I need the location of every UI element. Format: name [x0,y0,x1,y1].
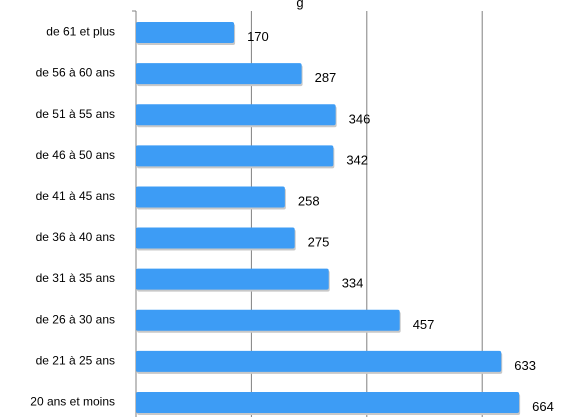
bar [136,186,285,208]
data-label: 342 [346,152,368,167]
data-label: 346 [349,111,371,126]
bar [136,145,334,167]
category-label: de 61 et plus [46,25,115,39]
bar [136,309,400,331]
data-label: 287 [315,70,337,85]
data-label: 633 [514,358,536,373]
data-label: 664 [532,399,554,414]
bar [136,22,235,44]
data-label: 334 [342,276,364,291]
bar [136,391,520,413]
category-label: de 41 à 45 ans [36,189,115,203]
bar [136,104,336,126]
category-label: de 36 à 40 ans [36,230,115,244]
data-label: 170 [247,29,269,44]
bar [136,268,329,290]
category-label: 20 ans et moins [30,394,115,408]
bar [136,63,302,85]
category-label: de 56 à 60 ans [36,66,115,80]
bar [136,227,295,249]
bars [136,22,521,415]
category-label: de 31 à 35 ans [36,271,115,285]
bar [136,350,502,372]
chart-title-fragment: g [296,0,303,10]
category-labels: de 61 et plus de 56 à 60 ans de 51 à 55 an… [30,25,115,409]
category-label: de 46 à 50 ans [36,148,115,162]
category-label: de 21 à 25 ans [36,353,115,367]
category-label: de 51 à 55 ans [36,107,115,121]
data-label: 457 [413,317,435,332]
category-label: de 26 à 30 ans [36,312,115,326]
data-label: 258 [298,193,320,208]
data-label: 275 [308,235,330,250]
data-labels: 170 287 346 342 258 275 334 457 633 664 [247,29,554,414]
